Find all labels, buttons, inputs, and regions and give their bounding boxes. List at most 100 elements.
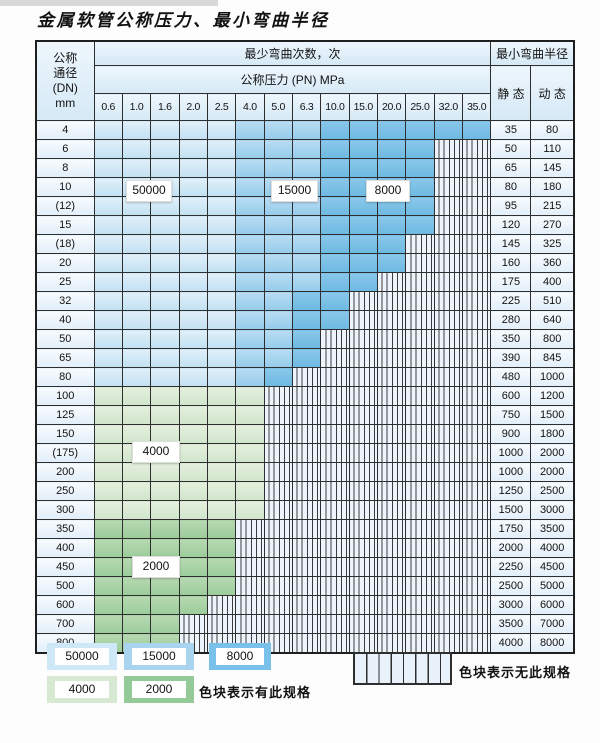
spec-cell	[150, 500, 180, 520]
no-spec-cell	[433, 614, 463, 634]
spec-cell	[150, 462, 180, 482]
table-row: 6 50 110	[35, 139, 575, 159]
spec-cell	[121, 519, 152, 539]
spec-cell	[235, 196, 265, 216]
pressure-value-header: 20.0	[376, 93, 407, 121]
no-spec-cell	[433, 633, 463, 654]
spec-cell	[235, 367, 265, 387]
static-radius-cell: 225	[490, 291, 532, 311]
dynamic-radius-cell: 325	[530, 234, 575, 254]
static-radius-cell: 1250	[490, 481, 532, 501]
no-spec-cell	[263, 462, 293, 482]
spec-cell	[121, 386, 152, 406]
dn-cell: (18)	[35, 234, 95, 254]
table-row: (18) 145 325	[35, 234, 575, 254]
no-spec-cell	[263, 500, 293, 520]
spec-cell	[150, 139, 180, 159]
cycles-label-8000: 8000	[366, 180, 410, 202]
no-spec-cell	[348, 405, 378, 425]
dynamic-radius-cell: 3000	[530, 500, 575, 520]
no-spec-cell	[433, 272, 463, 292]
no-spec-cell	[320, 424, 350, 444]
dn-cell: (12)	[35, 196, 95, 216]
no-spec-cell	[376, 595, 407, 615]
static-radius-cell: 1000	[490, 443, 532, 463]
no-spec-cell	[376, 348, 407, 368]
pressure-value-header: 4.0	[235, 93, 265, 121]
no-spec-cell	[235, 595, 265, 615]
no-spec-cell	[376, 500, 407, 520]
dn-cell: 500	[35, 576, 95, 596]
no-spec-cell	[348, 329, 378, 349]
spec-cell	[235, 120, 265, 140]
spec-cell	[320, 139, 350, 159]
no-spec-cell	[348, 424, 378, 444]
spec-cell	[93, 158, 123, 178]
no-spec-cell	[348, 348, 378, 368]
spec-cell	[150, 614, 180, 634]
static-radius-cell: 2500	[490, 576, 532, 596]
legend-block-50000: 50000	[47, 643, 117, 670]
no-spec-cell	[348, 443, 378, 463]
no-spec-cell	[433, 196, 463, 216]
no-spec-cell	[433, 519, 463, 539]
no-spec-cell	[206, 595, 237, 615]
no-spec-cell	[461, 139, 492, 159]
no-spec-cell	[320, 329, 350, 349]
spec-cell	[291, 215, 322, 235]
no-spec-cell	[320, 386, 350, 406]
spec-cell	[376, 215, 407, 235]
min-bend-radius-header: 最小弯曲半径	[490, 40, 575, 66]
spec-cell	[320, 253, 350, 273]
cycles-label-50000: 50000	[126, 180, 172, 202]
no-spec-cell	[461, 633, 492, 654]
spec-cell	[121, 576, 152, 596]
spec-cell	[263, 253, 293, 273]
spec-cell	[405, 120, 435, 140]
no-spec-cell	[405, 310, 435, 330]
no-spec-cell	[461, 348, 492, 368]
no-spec-cell	[405, 424, 435, 444]
no-spec-cell	[405, 538, 435, 558]
spec-cell	[121, 120, 152, 140]
dn-cell: 200	[35, 462, 95, 482]
spec-cell	[178, 557, 208, 577]
spec-cell	[150, 367, 180, 387]
spec-cell	[93, 576, 123, 596]
spec-cell	[150, 158, 180, 178]
no-spec-cell	[263, 614, 293, 634]
static-radius-cell: 50	[490, 139, 532, 159]
table-row: 100 600 1200	[35, 386, 575, 406]
static-radius-cell: 3000	[490, 595, 532, 615]
dn-cell: 600	[35, 595, 95, 615]
spec-cell	[235, 272, 265, 292]
static-radius-cell: 480	[490, 367, 532, 387]
no-spec-cell	[433, 215, 463, 235]
dn-cell: 40	[35, 310, 95, 330]
no-spec-cell	[291, 443, 322, 463]
spec-cell	[206, 177, 237, 197]
spec-cell	[206, 576, 237, 596]
spec-cell	[263, 291, 293, 311]
no-spec-cell	[405, 291, 435, 311]
dynamic-radius-cell: 80	[530, 120, 575, 140]
static-radius-cell: 1500	[490, 500, 532, 520]
no-spec-cell	[376, 386, 407, 406]
no-spec-cell	[348, 576, 378, 596]
spec-cell	[150, 234, 180, 254]
dynamic-radius-cell: 3500	[530, 519, 575, 539]
no-spec-cell	[376, 519, 407, 539]
spec-cell	[291, 158, 322, 178]
spec-cell	[235, 424, 265, 444]
spec-cell	[178, 158, 208, 178]
no-spec-cell	[376, 538, 407, 558]
spec-cell	[348, 158, 378, 178]
spec-cell	[263, 234, 293, 254]
no-spec-cell	[461, 310, 492, 330]
no-spec-cell	[263, 405, 293, 425]
spec-cell	[93, 215, 123, 235]
no-spec-cell	[405, 557, 435, 577]
static-radius-cell: 2250	[490, 557, 532, 577]
spec-cell	[121, 329, 152, 349]
spec-cell	[206, 405, 237, 425]
